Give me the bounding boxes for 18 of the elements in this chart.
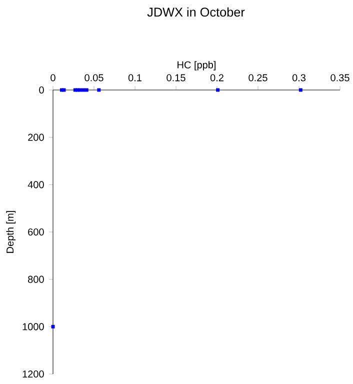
x-tick-label: 0.25 bbox=[248, 74, 268, 82]
x-tick-label: 0.3 bbox=[292, 74, 306, 82]
chart-title: JDWX in October bbox=[147, 7, 245, 17]
x-tick-label: 0.05 bbox=[84, 74, 104, 82]
x-tick-label: 0.1 bbox=[128, 74, 142, 82]
y-tick-label: 200 bbox=[28, 134, 44, 141]
x-tick-label: 0.2 bbox=[210, 74, 224, 82]
y-tick-label: 1200 bbox=[22, 370, 44, 378]
y-tick-label: 600 bbox=[28, 228, 44, 236]
y-tick-label: 800 bbox=[28, 276, 44, 283]
y-tick-label: 0 bbox=[39, 86, 44, 94]
x-tick-label: 0.35 bbox=[330, 74, 350, 82]
x-axis-title: HC [ppb] bbox=[178, 61, 216, 70]
y-tick-label: 400 bbox=[28, 181, 44, 188]
y-axis-title: Depth [m] bbox=[6, 211, 16, 253]
y-tick-label: 1000 bbox=[22, 323, 44, 330]
x-tick-label: 0.15 bbox=[166, 74, 186, 82]
x-tick-label: 0 bbox=[50, 74, 56, 82]
